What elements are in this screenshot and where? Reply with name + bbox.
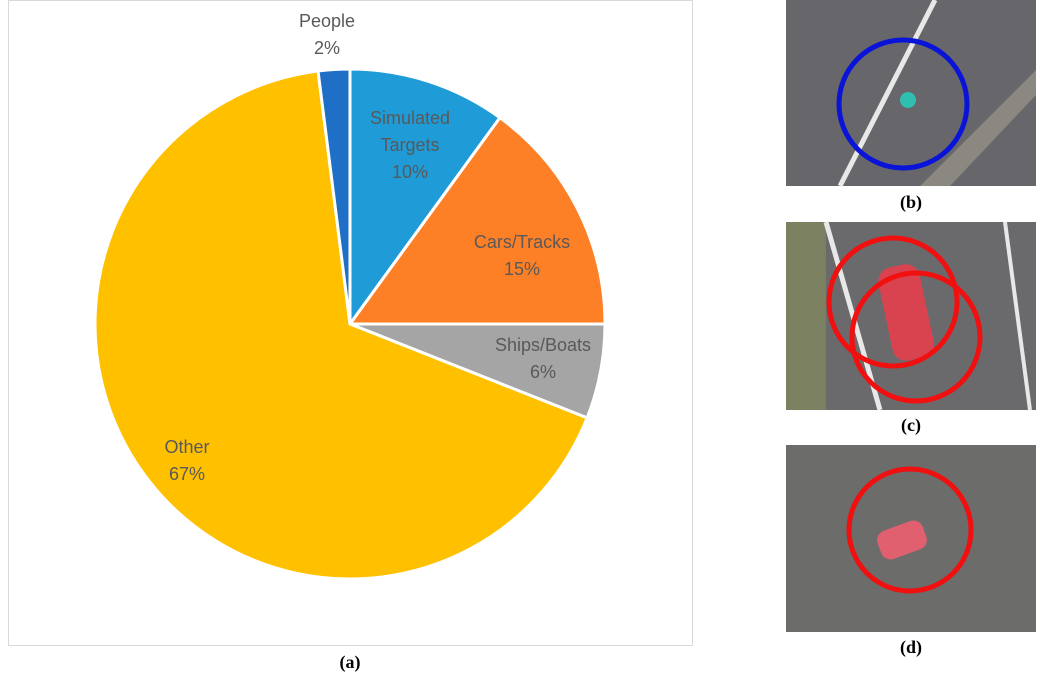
slice-label: Other 67% [137,434,237,488]
slice-name: Cars/Tracks [473,232,571,252]
slice-value: 2% [313,38,340,58]
slice-value: 15% [503,259,541,279]
photo-b [786,0,1036,188]
caption: (b) [900,192,922,212]
slice-label: Ships/Boats 6% [473,332,613,386]
pie-slice [348,67,502,329]
pie-slice [316,67,352,325]
slice-value: 67% [168,464,206,484]
caption: (a) [339,652,361,672]
caption: (c) [901,415,921,435]
photo-c [786,221,1036,411]
slice-name: Other [164,437,210,457]
slice-value: 6% [529,362,556,382]
slice-name: People [298,11,356,31]
caption: (d) [900,637,922,657]
slice-label: People 2% [277,8,377,62]
slice-label: Cars/Tracks 15% [457,229,587,283]
pie [93,67,607,581]
slice-name: Ships/Boats [494,335,592,355]
slice-label: Simulated Targets 10% [355,105,465,186]
slice-value: 10% [391,162,429,182]
pie-slice [93,69,590,581]
photo-d [786,445,1036,632]
pie-slice [347,115,607,326]
slice-name: Simulated Targets [369,108,451,155]
